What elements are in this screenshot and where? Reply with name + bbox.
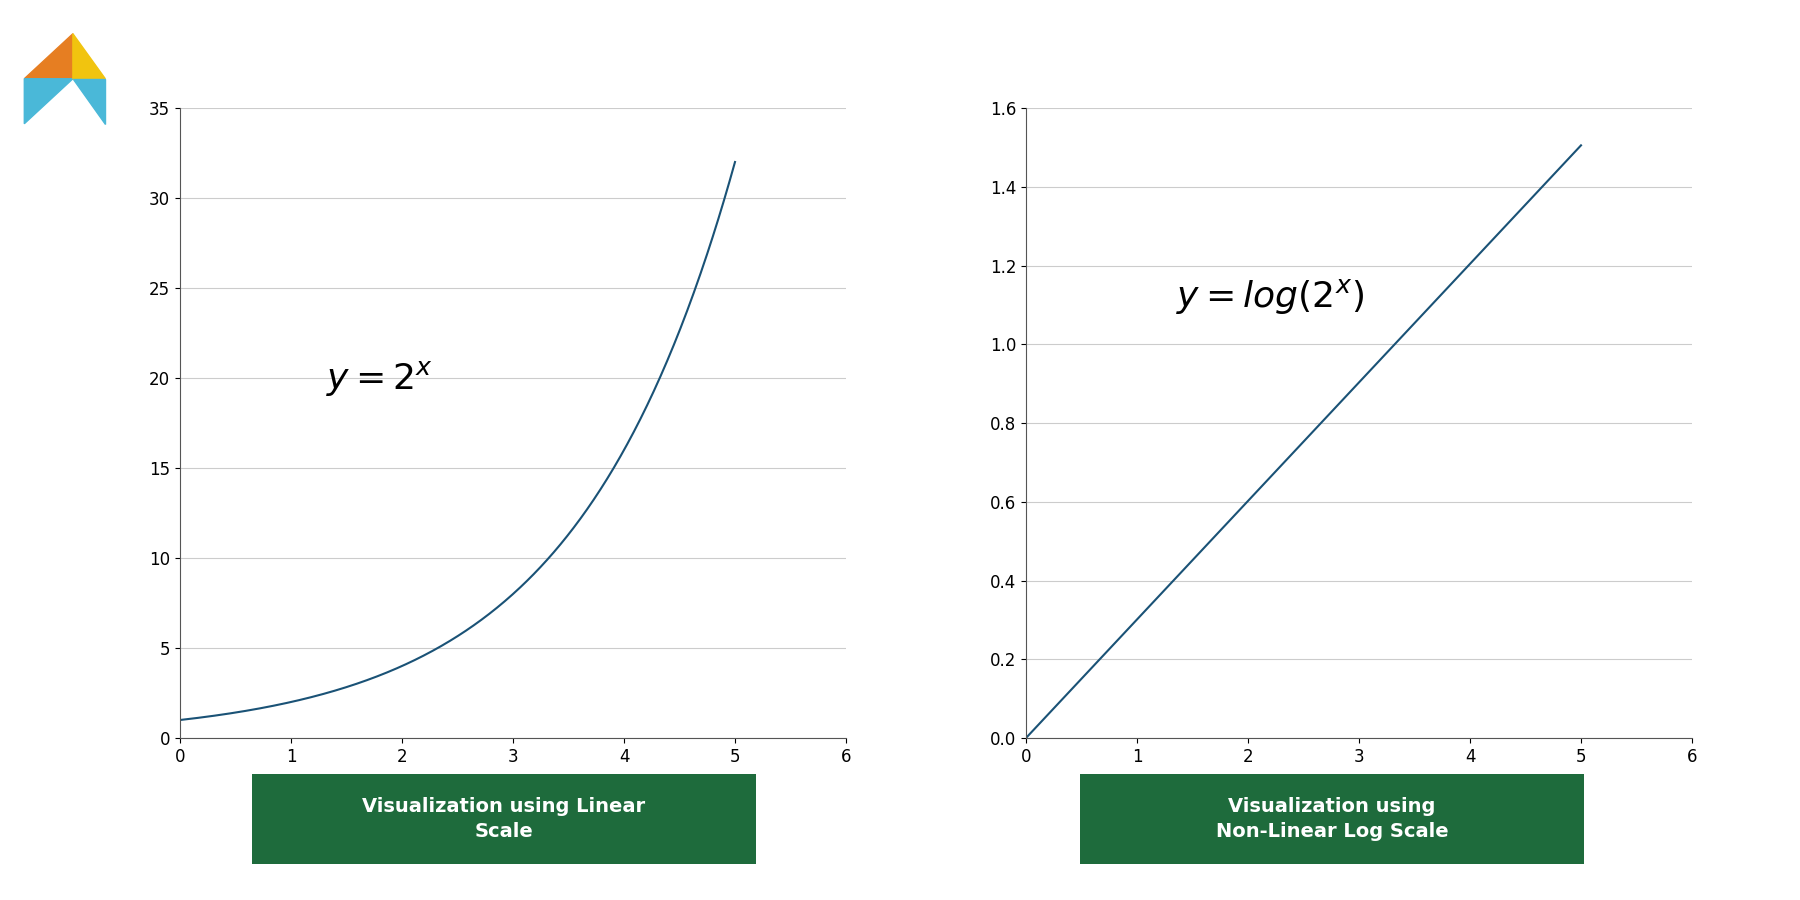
Text: $y = 2^x$: $y = 2^x$ — [326, 358, 434, 398]
Polygon shape — [72, 33, 104, 79]
Text: $y = log(2^x)$: $y = log(2^x)$ — [1175, 277, 1364, 317]
Polygon shape — [25, 79, 72, 123]
Text: Visualization using
Non-Linear Log Scale: Visualization using Non-Linear Log Scale — [1215, 797, 1449, 841]
Text: Visualization using Linear
Scale: Visualization using Linear Scale — [362, 797, 646, 841]
Polygon shape — [25, 33, 72, 79]
Text: SOM: SOM — [36, 130, 94, 149]
FancyBboxPatch shape — [227, 770, 781, 868]
FancyBboxPatch shape — [1055, 770, 1609, 868]
Text: STORY OF MATHEMATICS: STORY OF MATHEMATICS — [31, 173, 99, 178]
Polygon shape — [72, 79, 104, 123]
